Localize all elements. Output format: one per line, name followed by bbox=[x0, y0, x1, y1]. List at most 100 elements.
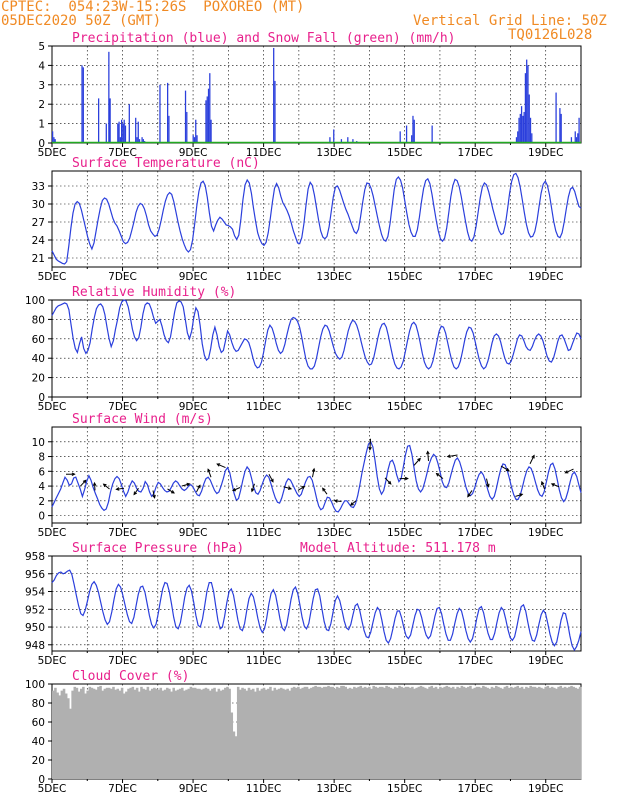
cloud-bar bbox=[301, 687, 304, 779]
cloud-bar bbox=[320, 687, 324, 779]
cloud-bar bbox=[127, 688, 130, 779]
wind-arrow bbox=[251, 483, 255, 492]
cloud-bar bbox=[71, 690, 74, 779]
cloud-bar bbox=[540, 687, 543, 779]
series-line-pres bbox=[51, 569, 582, 652]
cloud-bar bbox=[181, 687, 184, 779]
panel-title: Cloud Cover (%) bbox=[72, 669, 189, 684]
cloud-bar bbox=[488, 688, 492, 779]
cloud-bar bbox=[389, 687, 393, 779]
precip-bar bbox=[137, 121, 139, 143]
wind-arrow-head bbox=[102, 483, 107, 488]
cloud-bar bbox=[58, 695, 62, 779]
precip-bar bbox=[54, 139, 56, 143]
precip-bar bbox=[405, 125, 408, 143]
y-tick-label: 6 bbox=[38, 466, 45, 478]
cloud-bar bbox=[153, 687, 156, 779]
precip-bar bbox=[577, 133, 579, 143]
cloud-bar bbox=[340, 685, 343, 779]
y-tick-label: 40 bbox=[32, 353, 45, 365]
cloud-bar bbox=[67, 698, 70, 779]
cloud-bar bbox=[172, 687, 175, 779]
cloud-bar bbox=[275, 689, 279, 779]
cloud-bar bbox=[206, 688, 210, 779]
precip-bar bbox=[333, 129, 335, 143]
cloud-bar bbox=[135, 687, 139, 779]
cloud-bar bbox=[288, 690, 292, 779]
y-tick-label: 80 bbox=[32, 314, 45, 326]
cloud-bar bbox=[196, 688, 199, 779]
wind-arrow bbox=[486, 478, 489, 487]
cloud-bar bbox=[529, 685, 532, 779]
cloud-bar bbox=[370, 688, 373, 779]
cloud-bar bbox=[359, 685, 363, 779]
wind-arrow bbox=[268, 473, 274, 483]
x-tick-label: 17DEC bbox=[457, 401, 492, 413]
x-tick-label: 7DEC bbox=[108, 783, 137, 795]
cloud-bar bbox=[239, 689, 242, 779]
cloud-bar bbox=[88, 686, 92, 779]
wind-arrow-head bbox=[426, 450, 430, 455]
wind-arrow bbox=[369, 438, 371, 450]
grid-line-note: Vertical Grid Line: 50Z bbox=[413, 13, 607, 29]
precip-bar bbox=[528, 94, 530, 143]
x-tick-label: 17DEC bbox=[457, 783, 492, 795]
cloud-bar bbox=[318, 686, 322, 779]
cloud-bar bbox=[406, 686, 410, 779]
precip-bar bbox=[121, 119, 123, 143]
cloud-bar bbox=[432, 687, 436, 779]
panel-title: Precipitation (blue) and Snow Fall (gree… bbox=[72, 31, 456, 46]
cloud-bar bbox=[97, 686, 100, 779]
precip-bar bbox=[135, 117, 137, 143]
wind-arrow bbox=[283, 486, 292, 490]
cloud-bar bbox=[150, 688, 154, 779]
wind-arrow-head bbox=[519, 493, 524, 497]
precip-bar bbox=[515, 137, 518, 143]
panel-title: Surface Temperature (nC) bbox=[72, 156, 260, 171]
precip-bar bbox=[531, 133, 533, 143]
cloud-bar bbox=[142, 688, 145, 779]
cloud-bar bbox=[522, 688, 526, 779]
y-tick-label: 0 bbox=[38, 511, 45, 523]
cloud-bar bbox=[516, 685, 520, 779]
cloud-bar bbox=[338, 687, 341, 779]
y-tick-label: 8 bbox=[38, 452, 45, 464]
precip-bar bbox=[128, 104, 130, 143]
wind-arrow bbox=[427, 451, 429, 461]
precip-bar bbox=[207, 88, 210, 143]
precip-bar bbox=[81, 65, 83, 143]
cloud-bar bbox=[555, 688, 558, 779]
cloud-bar bbox=[269, 686, 272, 779]
cloud-bar bbox=[95, 689, 98, 779]
x-tick-label: 9DEC bbox=[179, 271, 208, 283]
precip-bar bbox=[119, 137, 121, 143]
cloud-bar bbox=[381, 686, 384, 779]
cloud-bar bbox=[557, 686, 560, 779]
cloud-bar bbox=[490, 686, 494, 779]
cloud-bar bbox=[294, 687, 298, 779]
cloud-bar bbox=[299, 688, 302, 779]
wind-arrow bbox=[551, 483, 560, 488]
x-tick-label: 13DEC bbox=[316, 783, 351, 795]
cloud-bar bbox=[125, 691, 128, 779]
wind-arrow-head bbox=[446, 454, 451, 458]
wind-arrow-head bbox=[301, 485, 306, 490]
cloud-bar bbox=[353, 686, 356, 779]
cloud-bar bbox=[383, 687, 386, 779]
cloud-bar bbox=[568, 686, 571, 779]
cloud-bar bbox=[176, 689, 180, 779]
cloud-bar bbox=[426, 688, 429, 779]
cloud-bar bbox=[79, 688, 83, 779]
precip-bar bbox=[274, 80, 276, 143]
cloud-bar bbox=[486, 687, 489, 779]
x-tick-label: 15DEC bbox=[387, 271, 422, 283]
precip-bar bbox=[527, 65, 529, 143]
x-tick-label: 7DEC bbox=[108, 401, 137, 413]
precip-bar bbox=[118, 121, 120, 143]
wind-arrow bbox=[529, 455, 535, 465]
wind-arrow bbox=[297, 486, 305, 491]
model-code: TQ0126L028 bbox=[508, 27, 593, 43]
precip-bar bbox=[138, 139, 141, 143]
wind-arrow bbox=[207, 469, 212, 478]
panel-frame bbox=[51, 426, 582, 524]
